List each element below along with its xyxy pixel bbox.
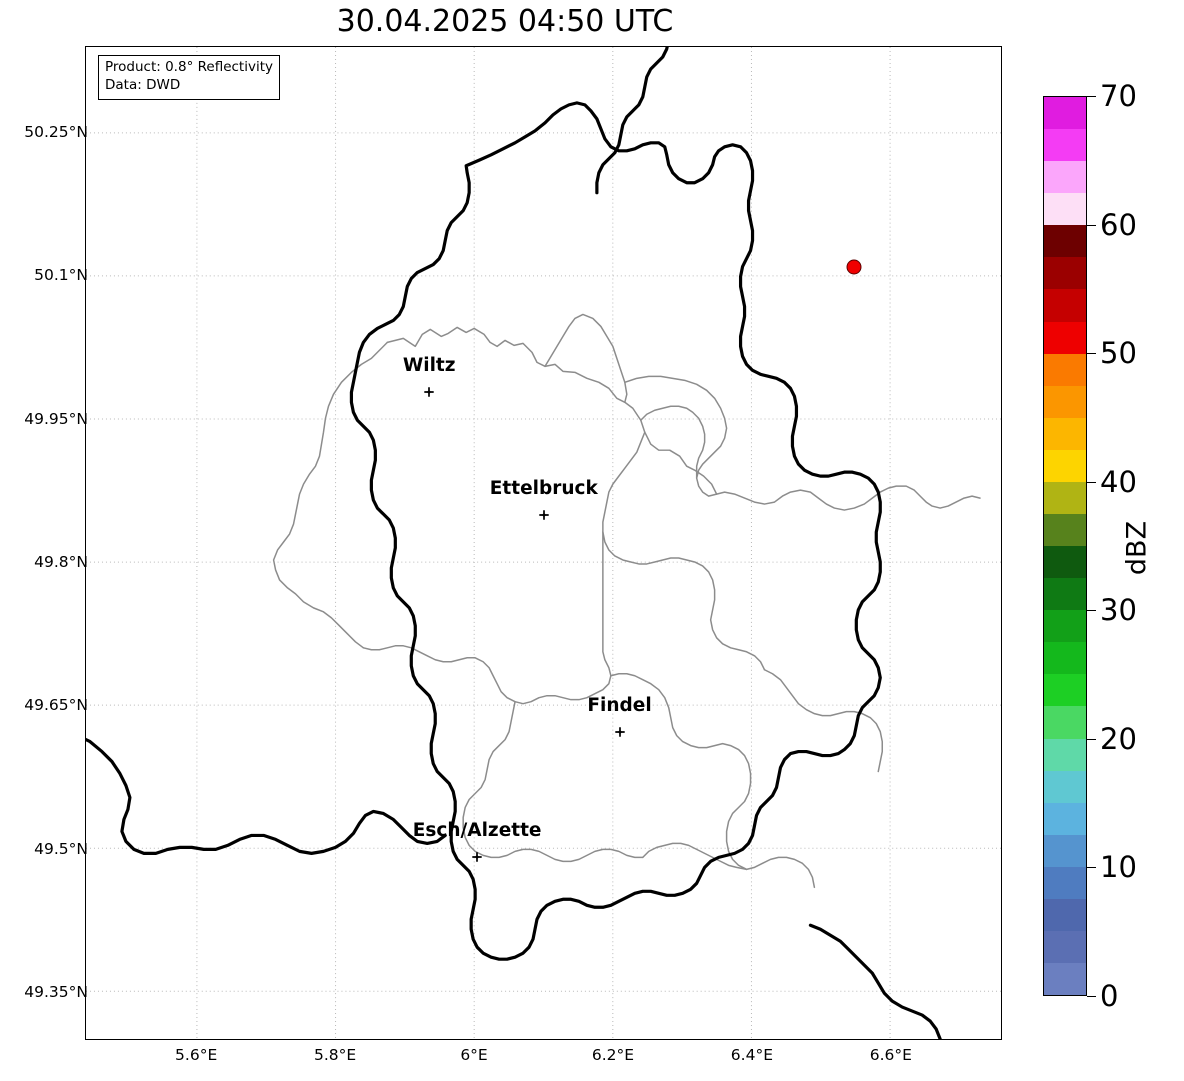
colorbar-band (1044, 610, 1086, 643)
colorbar-tick-label: 60 (1100, 207, 1137, 242)
colorbar-tick-label: 20 (1100, 721, 1137, 756)
colorbar-tick-label: 30 (1100, 593, 1137, 628)
x-axis-tick-label: 6.6°E (869, 1046, 912, 1064)
district-boundaries (272, 313, 981, 889)
colorbar-band (1044, 834, 1086, 867)
city-marker-findel (614, 722, 625, 737)
city-label-findel: Findel (587, 694, 652, 716)
colorbar-band (1044, 97, 1086, 130)
colorbar-tick-mark (1087, 996, 1096, 997)
city-marker-ettelbruck (538, 505, 549, 520)
colorbar-band (1044, 514, 1086, 547)
colorbar-band (1044, 321, 1086, 354)
info-data-line: Data: DWD (105, 76, 181, 93)
city-label-esch-alzette: Esch/Alzette (412, 819, 542, 841)
colorbar-band (1044, 257, 1086, 290)
colorbar-band (1044, 225, 1086, 258)
colorbar-tick-mark (1087, 96, 1096, 97)
y-axis-tick-label: 49.8°N (34, 553, 88, 572)
x-axis-tick-label: 6.4°E (730, 1046, 774, 1064)
colorbar-tick-label: 0 (1100, 979, 1119, 1013)
colorbar-tick-mark (1087, 610, 1096, 612)
colorbar-band (1044, 963, 1086, 995)
colorbar-tick-label: 50 (1100, 336, 1137, 371)
colorbar-band (1044, 353, 1086, 386)
colorbar-band (1044, 802, 1086, 835)
colorbar-band (1044, 129, 1086, 162)
colorbar-band (1044, 449, 1086, 482)
map-panel[interactable]: Product: 0.8° Reflectivity Data: DWD Wil… (85, 46, 1002, 1040)
colorbar-band (1044, 931, 1086, 964)
colorbar-band (1044, 866, 1086, 899)
colorbar-tick-label: 70 (1100, 79, 1137, 113)
colorbar-band (1044, 385, 1086, 418)
colorbar-band (1044, 642, 1086, 675)
y-axis-tick-label: 49.5°N (34, 839, 88, 858)
colorbar-tick-label: 40 (1100, 464, 1137, 499)
colorbar-band (1044, 674, 1086, 707)
city-marker-esch-alzette (472, 847, 483, 862)
colorbar-band (1044, 481, 1086, 515)
colorbar-band (1044, 770, 1086, 803)
country-borders (86, 47, 942, 1039)
map-canvas (86, 47, 1001, 1039)
x-axis-tick-label: 5.6°E (175, 1046, 218, 1064)
info-box: Product: 0.8° Reflectivity Data: DWD (98, 55, 280, 100)
y-axis-tick-label: 50.25°N (24, 123, 88, 142)
y-axis-tick-label: 49.65°N (24, 696, 88, 715)
colorbar-tick-mark (1087, 481, 1096, 483)
info-product-line: Product: 0.8° Reflectivity (105, 59, 273, 75)
map-overlay: Wiltz Ettelbruck Findel Esch/Alzette (86, 47, 1001, 1039)
colorbar-tick-mark (1087, 353, 1096, 355)
colorbar-tick-mark (1087, 224, 1096, 226)
colorbar-tick-mark (1087, 867, 1096, 869)
city-label-ettelbruck: Ettelbruck (489, 477, 598, 499)
colorbar-band (1044, 289, 1086, 322)
colorbar-tick-mark (1087, 738, 1096, 740)
colorbar-band (1044, 578, 1086, 611)
colorbar[interactable]: 0 10 20 30 40 50 60 70 (1043, 79, 1137, 1013)
colorbar-band (1044, 738, 1086, 771)
y-axis-tick-label: 49.95°N (24, 409, 88, 428)
colorbar-band (1044, 417, 1086, 450)
city-marker-wiltz (424, 383, 435, 397)
colorbar-band (1044, 898, 1086, 932)
x-axis-tick-label: 6.2°E (591, 1046, 635, 1064)
radar-site-marker[interactable] (846, 259, 862, 275)
colorbar-band (1044, 161, 1086, 194)
colorbar-band (1044, 706, 1086, 739)
map-gridlines (86, 47, 1001, 1039)
x-axis-tick-label: 5.8°E (313, 1046, 357, 1064)
x-axis-tick-label: 6°E (460, 1046, 488, 1064)
colorbar-band (1044, 193, 1086, 226)
y-axis-tick-label: 50.1°N (34, 266, 88, 285)
city-label-wiltz: Wiltz (402, 355, 456, 377)
colorbar-band (1044, 546, 1086, 579)
y-axis-tick-label: 49.35°N (24, 983, 88, 1002)
colorbar-gradient (1043, 96, 1087, 996)
colorbar-tick-label: 10 (1100, 850, 1137, 885)
colorbar-title: dBZ (1121, 520, 1153, 576)
page-title: 30.04.2025 04:50 UTC (336, 4, 674, 39)
